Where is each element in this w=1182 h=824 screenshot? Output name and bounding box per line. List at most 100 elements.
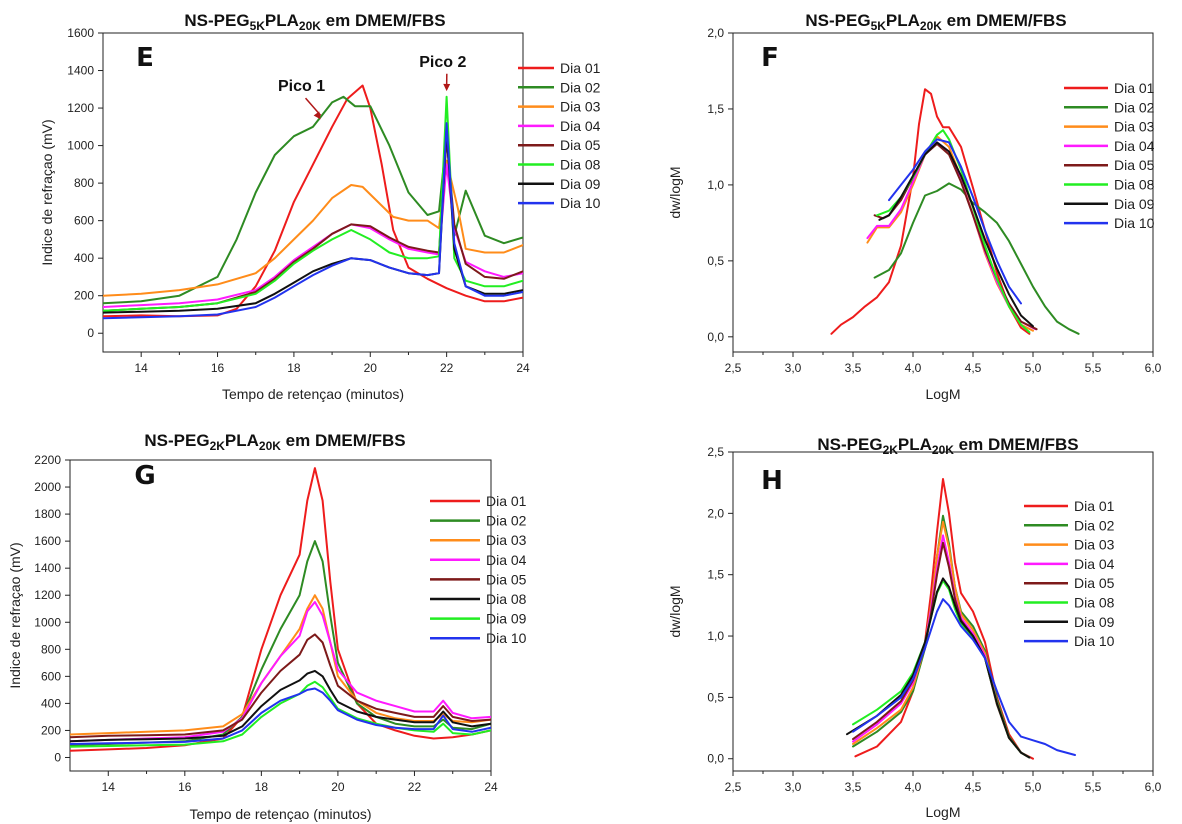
panel-g-ytick-label: 1200 (34, 588, 61, 602)
panel-f-legend-label: Dia 08 (1114, 177, 1155, 193)
panel-g-letter: G (134, 461, 155, 491)
panel-g-legend-label: Dia 01 (486, 493, 527, 509)
panel-h-letter: H (761, 466, 783, 496)
panel-f-legend-label: Dia 01 (1114, 80, 1155, 96)
panel-e-ylabel: Indice de refraçao (mV) (39, 119, 55, 265)
panel-g-series-dia-09 (70, 680, 491, 748)
panel-h-title: NS-PEG2KPLA20K em DMEM/FBS (817, 435, 1078, 457)
panel-h-xtick-label: 4,5 (965, 780, 982, 794)
panel-g-xtick-label: 16 (178, 780, 192, 794)
panel-g-legend-label: Dia 10 (486, 630, 527, 646)
panel-e-annotation-label: Pico 2 (419, 54, 466, 71)
panel-f-legend-label: Dia 05 (1114, 157, 1155, 173)
panel-f-series-dia-04 (866, 141, 1037, 331)
panel-e-ytick-label: 200 (74, 289, 94, 303)
panel-g-ytick-label: 1800 (34, 507, 61, 521)
panel-f-ytick-label: 1,0 (707, 178, 724, 192)
panel-g-ytick-label: 1000 (34, 615, 61, 629)
panel-g-ytick-label: 1400 (34, 561, 61, 575)
panel-g: 14 16 18 20 22 24 0 200 400 600 800 1000 1200 1400 160… (7, 453, 527, 822)
panel-g-xtick-label: 14 (102, 780, 116, 794)
panel-h-xtick-label: 4,0 (905, 780, 922, 794)
panel-e-series-group (103, 84, 523, 320)
panel-f-ytick-label: 0,0 (707, 330, 724, 344)
panel-g-series-dia-01 (70, 467, 491, 752)
panel-h-legend-label: Dia 10 (1074, 633, 1115, 649)
panel-e-ytick-label: 800 (74, 176, 94, 190)
panel-g-series-group (70, 467, 491, 752)
panel-g-ytick-label: 400 (41, 696, 61, 710)
panel-f-xtick-label: 5,0 (1025, 361, 1042, 375)
panel-f-ytick-label: 2,0 (707, 26, 724, 40)
panel-e-xtick-label: 16 (211, 361, 225, 375)
panel-e-annotation-arrowhead (313, 111, 321, 120)
panel-f-series-dia-01 (830, 88, 1031, 335)
panel-e-series-dia-02 (103, 95, 523, 305)
panel-g-legend-label: Dia 04 (486, 552, 527, 568)
panel-f-xtick-label: 2,5 (725, 361, 742, 375)
panel-f-series-dia-02 (873, 182, 1080, 335)
panel-g-ytick-label: 0 (54, 750, 61, 764)
panel-h-legend-label: Dia 05 (1074, 575, 1115, 591)
panel-f-series-dia-10 (888, 138, 1022, 305)
panel-f-legend-label: Dia 02 (1114, 99, 1155, 115)
panel-g-legend-label: Dia 02 (486, 513, 527, 529)
panel-f-xtick-label: 4,5 (965, 361, 982, 375)
panel-h: 2,5 3,0 3,5 4,0 4,5 5,0 5,5 6,0 0,0 0,5 1,0 1,5 2,0 2… (667, 445, 1162, 820)
panel-g-series-dia-08 (70, 669, 491, 743)
panel-h-ytick-label: 1,0 (707, 629, 724, 643)
panel-e: 14 16 18 20 22 24 0 200 400 600 800 1000 1200 1400 160… (39, 26, 601, 402)
panel-f-letter: F (761, 43, 779, 73)
panel-h-legend-label: Dia 04 (1074, 556, 1115, 572)
panel-e-letter: E (136, 43, 154, 73)
panel-f-legend-label: Dia 09 (1114, 196, 1155, 212)
panel-g-series-dia-02 (70, 540, 491, 747)
panel-g-legend-label: Dia 03 (486, 532, 527, 548)
panel-g-ytick-label: 600 (41, 669, 61, 683)
panel-g-ytick-label: 800 (41, 642, 61, 656)
panel-g-ytick-label: 200 (41, 723, 61, 737)
panel-e-xtick-label: 18 (287, 361, 301, 375)
panel-e-xlabel: Tempo de retençao (minutos) (222, 386, 404, 402)
panel-e-xtick-label: 14 (135, 361, 149, 375)
panel-h-xtick-label: 3,5 (845, 780, 862, 794)
panel-h-series-dia-08 (852, 579, 1031, 759)
panel-f-series-dia-09 (878, 141, 1034, 328)
panel-e-xtick-label: 20 (364, 361, 378, 375)
panel-h-legend-label: Dia 03 (1074, 537, 1115, 553)
panel-f-series-group (830, 88, 1080, 335)
panel-e-title: NS-PEG5KPLA20K em DMEM/FBS (184, 11, 445, 33)
panel-e-xtick-label: 22 (440, 361, 454, 375)
panel-h-ytick-label: 2,5 (707, 445, 724, 459)
panel-f-ytick-label: 0,5 (707, 254, 724, 268)
panel-h-xlabel: LogM (925, 804, 960, 820)
panel-f-xtick-label: 3,0 (785, 361, 802, 375)
panel-g-series-dia-04 (70, 601, 491, 743)
panel-e-annotation-label: Pico 1 (278, 78, 325, 95)
panel-e-legend-label: Dia 08 (560, 157, 601, 173)
panel-h-legend-label: Dia 02 (1074, 517, 1115, 533)
panel-g-xtick-label: 20 (331, 780, 345, 794)
panel-f-xtick-label: 4,0 (905, 361, 922, 375)
panel-h-ytick-label: 0,5 (707, 690, 724, 704)
panel-e-legend-label: Dia 03 (560, 99, 601, 115)
panel-h-series-group (846, 478, 1076, 760)
panel-h-xtick-label: 3,0 (785, 780, 802, 794)
panel-e-legend-label: Dia 02 (560, 79, 601, 95)
panel-e-ytick-label: 400 (74, 251, 94, 265)
panel-e-legend-label: Dia 01 (560, 60, 601, 76)
panel-f-xtick-label: 3,5 (845, 361, 862, 375)
panel-g-title: NS-PEG2KPLA20K em DMEM/FBS (144, 431, 405, 453)
panel-h-xtick-label: 5,5 (1085, 780, 1102, 794)
panel-h-legend-label: Dia 09 (1074, 614, 1115, 630)
panel-f-xtick-label: 5,5 (1085, 361, 1102, 375)
panel-e-ytick-label: 1200 (67, 101, 94, 115)
panel-h-series-dia-10 (852, 598, 1076, 756)
panel-f: 2,5 3,0 3,5 4,0 4,5 5,0 5,5 6,0 0,0 0,5 1,0 1,5 2,0 L… (667, 26, 1162, 402)
panel-f-title: NS-PEG5KPLA20K em DMEM/FBS (805, 11, 1066, 33)
panel-e-series-dia-08 (103, 95, 523, 312)
panel-g-legend-label: Dia 05 (486, 571, 527, 587)
panel-f-xlabel: LogM (925, 386, 960, 402)
panel-h-xtick-label: 5,0 (1025, 780, 1042, 794)
panel-e-legend-label: Dia 05 (560, 137, 601, 153)
